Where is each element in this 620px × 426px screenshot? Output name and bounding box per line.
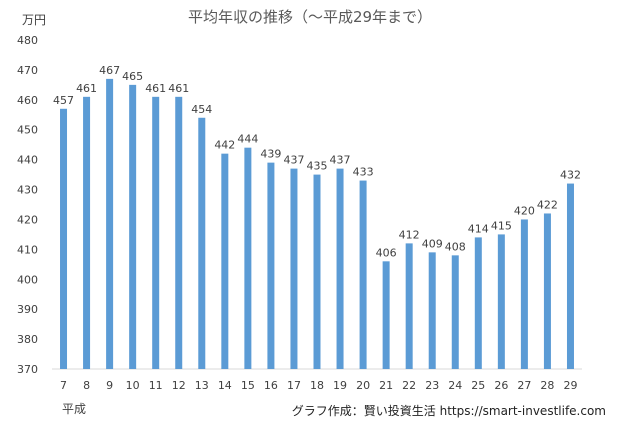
bar bbox=[497, 234, 505, 369]
x-tick-label: 16 bbox=[264, 379, 278, 392]
data-label: 457 bbox=[53, 94, 74, 107]
x-tick-label: 21 bbox=[379, 379, 393, 392]
y-tick-label: 410 bbox=[17, 243, 38, 256]
data-label: 432 bbox=[560, 169, 581, 182]
x-tick-label: 20 bbox=[356, 379, 370, 392]
data-label: 437 bbox=[283, 154, 304, 167]
y-tick-label: 400 bbox=[17, 273, 38, 286]
y-tick-label: 480 bbox=[17, 34, 38, 47]
bar bbox=[520, 219, 528, 369]
data-label: 442 bbox=[214, 139, 235, 152]
x-tick-label: 18 bbox=[310, 379, 324, 392]
data-label: 435 bbox=[307, 160, 328, 173]
bar bbox=[359, 180, 367, 369]
bar bbox=[336, 168, 344, 369]
bar bbox=[106, 78, 114, 369]
y-tick-label: 370 bbox=[17, 363, 38, 376]
data-label: 408 bbox=[445, 240, 466, 253]
data-label: 439 bbox=[260, 148, 281, 161]
bar bbox=[382, 261, 390, 369]
x-tick-labels: 7 8 9 10 11 12 13 14 15 16 17 18 19 20 21 22 23 24 25 26 27 2… bbox=[60, 379, 577, 392]
y-tick-label: 440 bbox=[17, 154, 38, 167]
data-label: 433 bbox=[353, 166, 374, 179]
bar bbox=[129, 84, 137, 369]
x-axis-label: 平成 bbox=[62, 402, 86, 416]
bar bbox=[566, 183, 574, 369]
x-tick-label: 22 bbox=[402, 379, 416, 392]
data-label: 415 bbox=[491, 219, 512, 232]
bar bbox=[428, 252, 436, 369]
data-label: 409 bbox=[422, 237, 443, 250]
y-tick-labels: 370 380 390 400 410 420 430 440 450 460 470 480 bbox=[17, 34, 38, 376]
bar bbox=[405, 243, 413, 369]
y-tick-label: 420 bbox=[17, 213, 38, 226]
data-label: 422 bbox=[537, 198, 558, 211]
data-label: 461 bbox=[76, 82, 97, 95]
x-tick-label: 19 bbox=[333, 379, 347, 392]
y-tick-label: 390 bbox=[17, 303, 38, 316]
y-tick-label: 430 bbox=[17, 184, 38, 197]
y-tick-label: 380 bbox=[17, 333, 38, 346]
bar bbox=[175, 96, 183, 369]
data-label: 461 bbox=[168, 82, 189, 95]
bar bbox=[451, 255, 459, 369]
data-label: 465 bbox=[122, 70, 143, 83]
bar bbox=[313, 174, 321, 369]
y-tick-label: 470 bbox=[17, 64, 38, 77]
x-tick-label: 7 bbox=[60, 379, 67, 392]
y-axis-label: 万円 bbox=[22, 13, 46, 27]
x-tick-label: 9 bbox=[106, 379, 113, 392]
x-tick-label: 25 bbox=[471, 379, 485, 392]
bar bbox=[290, 168, 298, 369]
bar bbox=[221, 153, 229, 369]
x-tick-label: 14 bbox=[218, 379, 232, 392]
bar bbox=[244, 147, 252, 369]
x-tick-label: 17 bbox=[287, 379, 301, 392]
data-label: 444 bbox=[237, 133, 258, 146]
x-tick-label: 8 bbox=[83, 379, 90, 392]
x-tick-label: 23 bbox=[425, 379, 439, 392]
bar bbox=[267, 162, 275, 369]
y-tick-label: 460 bbox=[17, 94, 38, 107]
bar bbox=[198, 117, 206, 369]
bar bbox=[152, 96, 160, 369]
x-tick-label: 15 bbox=[241, 379, 255, 392]
x-tick-label: 11 bbox=[149, 379, 163, 392]
chart-title: 平均年収の推移（〜平成29年まで） bbox=[188, 8, 432, 26]
x-tick-label: 13 bbox=[195, 379, 209, 392]
bar bbox=[60, 108, 68, 370]
x-tick-label: 27 bbox=[517, 379, 531, 392]
bar bbox=[83, 96, 91, 369]
data-label: 461 bbox=[145, 82, 166, 95]
data-label: 454 bbox=[191, 103, 212, 116]
data-label: 406 bbox=[376, 246, 397, 259]
x-tick-label: 24 bbox=[448, 379, 462, 392]
x-tick-label: 12 bbox=[172, 379, 186, 392]
data-label: 414 bbox=[468, 222, 489, 235]
data-label: 412 bbox=[399, 228, 420, 241]
bar bbox=[543, 213, 551, 369]
bars bbox=[60, 78, 574, 370]
data-label: 437 bbox=[330, 154, 351, 167]
x-tick-label: 28 bbox=[540, 379, 554, 392]
bar bbox=[474, 237, 482, 369]
x-tick-label: 10 bbox=[126, 379, 140, 392]
x-tick-label: 29 bbox=[563, 379, 577, 392]
y-tick-label: 450 bbox=[17, 124, 38, 137]
data-label: 467 bbox=[99, 64, 120, 77]
credit-text: グラフ作成：賢い投資生活 https://smart-investlife.co… bbox=[292, 403, 606, 418]
data-label: 420 bbox=[514, 204, 535, 217]
x-tick-label: 26 bbox=[494, 379, 508, 392]
